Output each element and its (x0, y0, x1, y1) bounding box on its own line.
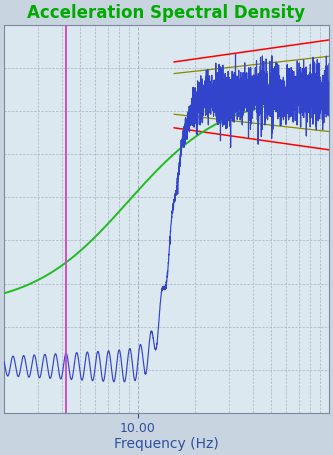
X-axis label: Frequency (Hz): Frequency (Hz) (114, 437, 219, 451)
Title: Acceleration Spectral Density: Acceleration Spectral Density (27, 4, 306, 22)
